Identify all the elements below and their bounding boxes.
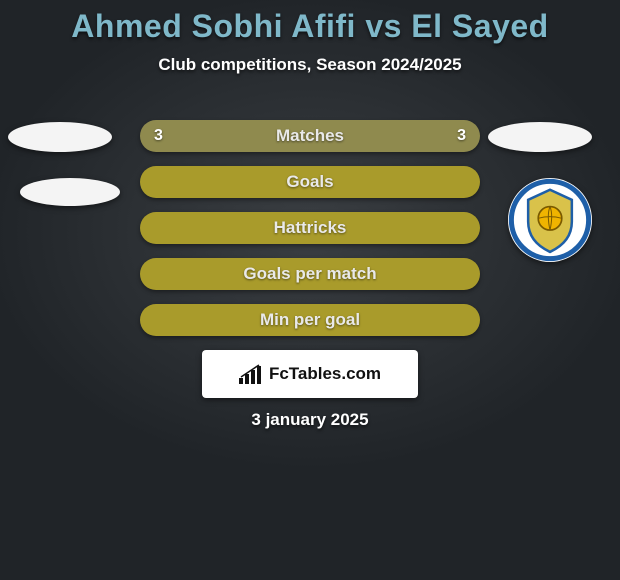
stat-row: Goals per match	[0, 258, 620, 304]
stat-label: Min per goal	[260, 310, 360, 330]
attribution-text: FcTables.com	[269, 364, 381, 384]
stat-pill: Goals per match	[140, 258, 480, 290]
stat-row: Min per goal	[0, 304, 620, 350]
page-title: Ahmed Sobhi Afifi vs El Sayed	[0, 0, 620, 45]
date-label: 3 january 2025	[0, 410, 620, 430]
stat-label: Goals per match	[243, 264, 376, 284]
club-badge	[508, 178, 592, 262]
stat-pill: Hattricks	[140, 212, 480, 244]
stat-pill: Goals	[140, 166, 480, 198]
stat-pill: Matches 3 3	[140, 120, 480, 152]
stat-label: Goals	[286, 172, 333, 192]
player-photo-placeholder	[8, 122, 112, 152]
bars-icon	[239, 364, 263, 384]
page-subtitle: Club competitions, Season 2024/2025	[0, 55, 620, 75]
stat-label: Hattricks	[274, 218, 347, 238]
stat-pill: Min per goal	[140, 304, 480, 336]
comparison-card: Ahmed Sobhi Afifi vs El Sayed Club compe…	[0, 0, 620, 580]
player-photo-placeholder	[20, 178, 120, 206]
stat-left-value: 3	[154, 127, 163, 145]
attribution-logo: FcTables.com	[239, 364, 381, 384]
stat-label: Matches	[276, 126, 344, 146]
stat-right-value: 3	[457, 127, 466, 145]
player-photo-placeholder	[488, 122, 592, 152]
club-badge-icon	[508, 178, 592, 262]
attribution-box: FcTables.com	[202, 350, 418, 398]
